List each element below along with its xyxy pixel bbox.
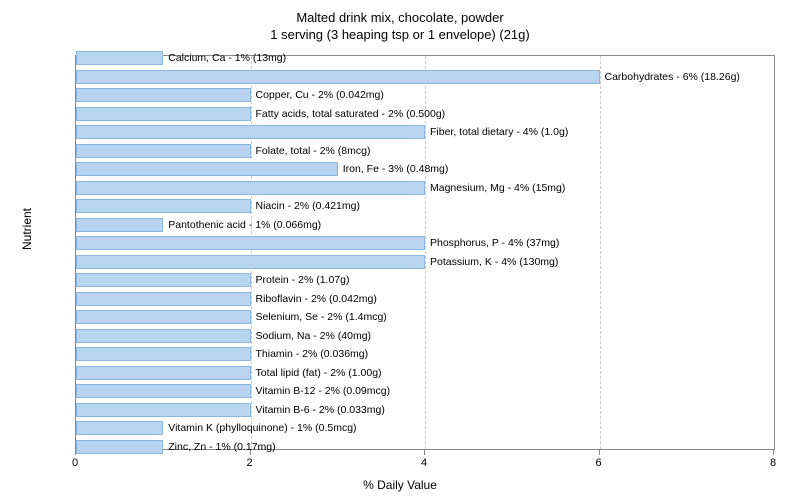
title-line-2: 1 serving (3 heaping tsp or 1 envelope) … bbox=[270, 27, 529, 42]
bar-label: Fiber, total dietary - 4% (1.0g) bbox=[430, 125, 568, 139]
x-tick-label: 0 bbox=[72, 457, 78, 469]
x-tick-label: 2 bbox=[246, 457, 252, 469]
bar bbox=[76, 218, 163, 232]
x-tick-mark bbox=[250, 450, 251, 455]
bar-label: Riboflavin - 2% (0.042mg) bbox=[256, 292, 377, 306]
gridline bbox=[600, 56, 601, 449]
bar-label: Zinc, Zn - 1% (0.17mg) bbox=[168, 440, 275, 454]
bar bbox=[76, 255, 425, 269]
bar-label: Copper, Cu - 2% (0.042mg) bbox=[256, 88, 384, 102]
x-axis-label: % Daily Value bbox=[0, 478, 800, 492]
bar-label: Vitamin K (phylloquinone) - 1% (0.5mcg) bbox=[168, 421, 356, 435]
bar bbox=[76, 384, 251, 398]
bar bbox=[76, 403, 251, 417]
x-tick-mark bbox=[599, 450, 600, 455]
bar bbox=[76, 70, 600, 84]
x-tick-mark bbox=[75, 450, 76, 455]
x-tick-label: 4 bbox=[421, 457, 427, 469]
bar-label: Pantothenic acid - 1% (0.066mg) bbox=[168, 218, 321, 232]
bar bbox=[76, 107, 251, 121]
bar-label: Sodium, Na - 2% (40mg) bbox=[256, 329, 372, 343]
bar bbox=[76, 88, 251, 102]
bar bbox=[76, 347, 251, 361]
bar bbox=[76, 366, 251, 380]
bar-label: Fatty acids, total saturated - 2% (0.500… bbox=[256, 107, 446, 121]
bar bbox=[76, 51, 163, 65]
chart-title: Malted drink mix, chocolate, powder 1 se… bbox=[0, 0, 800, 44]
bar-label: Carbohydrates - 6% (18.26g) bbox=[605, 70, 740, 84]
bar-label: Vitamin B-6 - 2% (0.033mg) bbox=[256, 403, 385, 417]
bar-label: Calcium, Ca - 1% (13mg) bbox=[168, 51, 286, 65]
bar bbox=[76, 144, 251, 158]
bar-label: Selenium, Se - 2% (1.4mcg) bbox=[256, 310, 387, 324]
bar-label: Niacin - 2% (0.421mg) bbox=[256, 199, 360, 213]
bar-label: Vitamin B-12 - 2% (0.09mcg) bbox=[256, 384, 391, 398]
x-tick-label: 8 bbox=[770, 457, 776, 469]
bar bbox=[76, 421, 163, 435]
plot-area: Calcium, Ca - 1% (13mg)Carbohydrates - 6… bbox=[75, 55, 775, 450]
x-tick-label: 6 bbox=[595, 457, 601, 469]
bar-label: Folate, total - 2% (8mcg) bbox=[256, 144, 371, 158]
bar bbox=[76, 310, 251, 324]
bar bbox=[76, 440, 163, 454]
y-axis-label: Nutrient bbox=[20, 208, 34, 250]
bar bbox=[76, 199, 251, 213]
bar-label: Potassium, K - 4% (130mg) bbox=[430, 255, 558, 269]
x-tick-mark bbox=[773, 450, 774, 455]
x-tick-mark bbox=[424, 450, 425, 455]
bar bbox=[76, 329, 251, 343]
bar bbox=[76, 162, 338, 176]
bar-label: Thiamin - 2% (0.036mg) bbox=[256, 347, 369, 361]
bar-label: Phosphorus, P - 4% (37mg) bbox=[430, 236, 559, 250]
bar bbox=[76, 273, 251, 287]
bar bbox=[76, 292, 251, 306]
bar bbox=[76, 236, 425, 250]
bar-label: Iron, Fe - 3% (0.48mg) bbox=[343, 162, 449, 176]
bar bbox=[76, 125, 425, 139]
bar-label: Protein - 2% (1.07g) bbox=[256, 273, 350, 287]
bar-label: Total lipid (fat) - 2% (1.00g) bbox=[256, 366, 382, 380]
chart-container: Malted drink mix, chocolate, powder 1 se… bbox=[0, 0, 800, 500]
title-line-1: Malted drink mix, chocolate, powder bbox=[296, 10, 503, 25]
bar bbox=[76, 181, 425, 195]
bar-label: Magnesium, Mg - 4% (15mg) bbox=[430, 181, 565, 195]
gridline bbox=[251, 56, 252, 449]
